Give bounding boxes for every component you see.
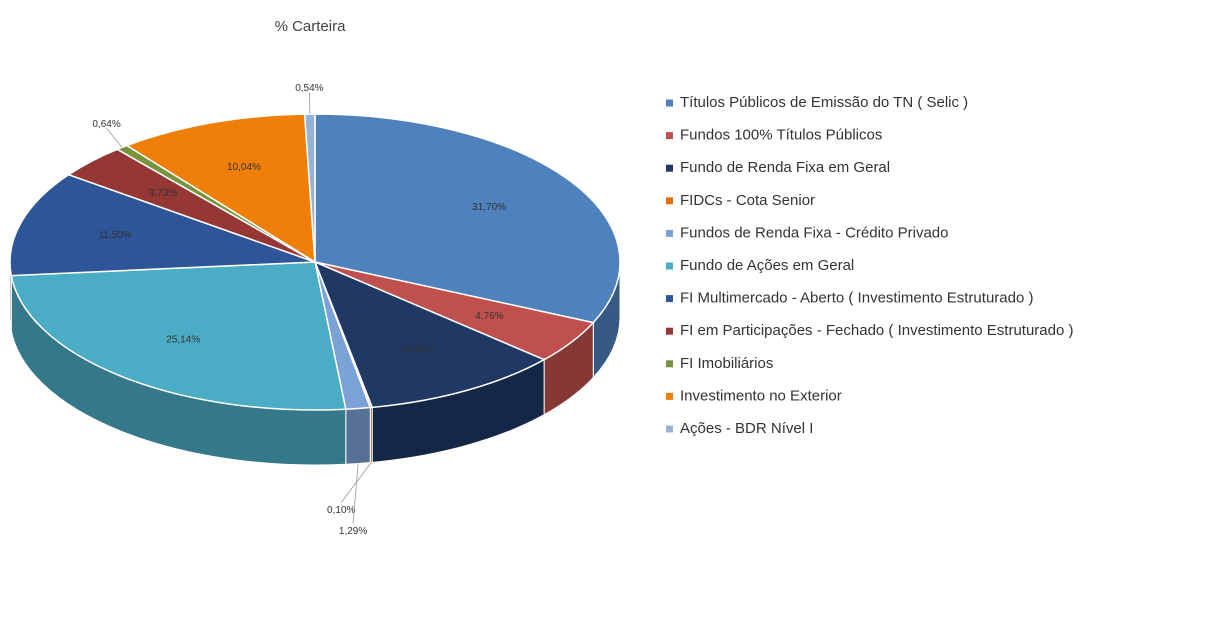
leader-line	[353, 464, 358, 524]
data-label: 11,50%	[99, 230, 132, 241]
data-label: 1,29%	[339, 526, 367, 537]
chart-title: % Carteira	[275, 18, 347, 35]
data-label: 0,54%	[295, 83, 323, 94]
data-label: 3,73%	[149, 188, 177, 199]
legend-label: Fundo de Renda Fixa em Geral	[680, 159, 890, 176]
legend-label: FIDCs - Cota Senior	[680, 192, 815, 209]
data-label: 4,76%	[475, 311, 503, 322]
legend-swatch	[666, 393, 673, 400]
legend-swatch	[666, 197, 673, 204]
legend-label: Ações - BDR Nível I	[680, 420, 813, 437]
legend-swatch	[666, 360, 673, 367]
legend-swatch	[666, 230, 673, 237]
legend-label: Fundos de Renda Fixa - Crédito Privado	[680, 224, 948, 241]
data-label: 10,04%	[227, 162, 261, 173]
leader-line	[107, 128, 122, 147]
legend-label: FI em Participações - Fechado ( Investim…	[680, 322, 1074, 339]
legend-swatch	[666, 165, 673, 172]
legend-label: FI Multimercado - Aberto ( Investimento …	[680, 290, 1033, 307]
data-label: 25,14%	[166, 334, 200, 345]
pie-side	[346, 408, 370, 465]
legend-label: FI Imobiliários	[680, 355, 773, 372]
legend-swatch	[666, 426, 673, 433]
legend-label: Fundo de Ações em Geral	[680, 257, 854, 274]
legend-label: Fundos 100% Títulos Públicos	[680, 127, 882, 144]
legend-label: Títulos Públicos de Emissão do TN ( Seli…	[680, 94, 968, 111]
data-label: 0,10%	[327, 505, 355, 516]
data-label: 10,52%	[401, 344, 435, 355]
legend-swatch	[666, 100, 673, 107]
data-label: 0,64%	[92, 119, 120, 130]
legend-swatch	[666, 132, 673, 139]
legend-label: Investimento no Exterior	[680, 387, 842, 404]
legend-swatch	[666, 263, 673, 270]
legend-swatch	[666, 295, 673, 302]
data-label: 31,70%	[472, 202, 506, 213]
legend-swatch	[666, 328, 673, 335]
